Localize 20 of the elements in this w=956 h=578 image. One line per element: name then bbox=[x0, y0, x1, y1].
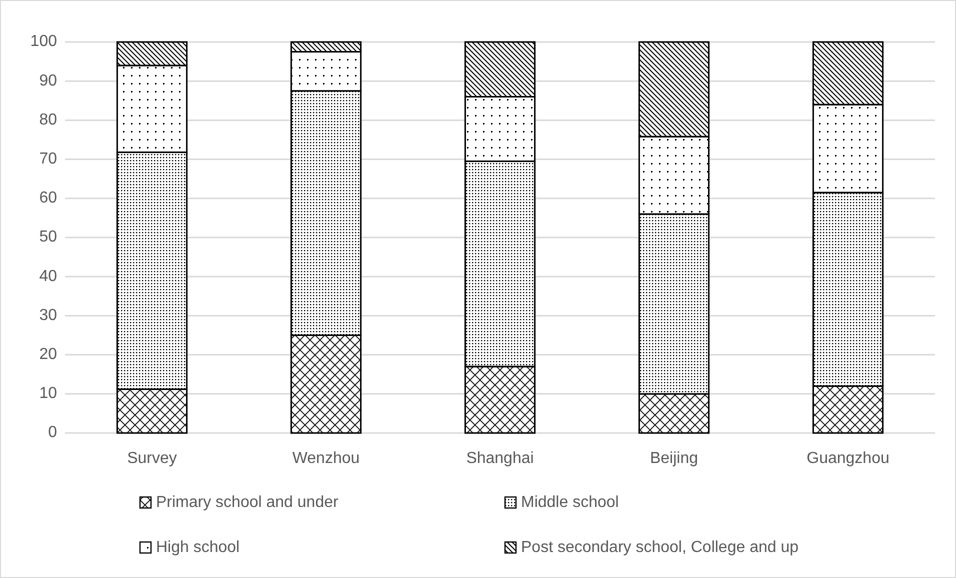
legend-label: Middle school bbox=[521, 494, 619, 512]
y-tick-label: 20 bbox=[39, 346, 58, 364]
y-tick-label: 10 bbox=[39, 385, 58, 402]
x-tick-label: Wenzhou bbox=[292, 450, 360, 467]
y-tick-label: 40 bbox=[39, 268, 58, 285]
legend-label: Post secondary school, College and up bbox=[521, 539, 799, 556]
legend-label: High school bbox=[156, 539, 240, 556]
y-tick-label: 0 bbox=[48, 424, 58, 442]
y-tick-label: 50 bbox=[39, 228, 58, 246]
y-tick-label: 100 bbox=[30, 33, 58, 50]
x-tick-label: Survey bbox=[127, 450, 177, 467]
y-tick-label: 80 bbox=[39, 111, 58, 128]
y-tick-label: 30 bbox=[39, 306, 58, 324]
y-tick-label: 90 bbox=[39, 72, 58, 90]
x-tick-label: Beijing bbox=[650, 450, 698, 467]
x-tick-label: Guangzhou bbox=[806, 450, 890, 467]
x-tick-label: Shanghai bbox=[466, 450, 534, 467]
y-tick-label: 60 bbox=[39, 190, 58, 207]
legend-label: Primary school and under bbox=[156, 494, 339, 512]
y-tick-label: 70 bbox=[39, 150, 58, 168]
